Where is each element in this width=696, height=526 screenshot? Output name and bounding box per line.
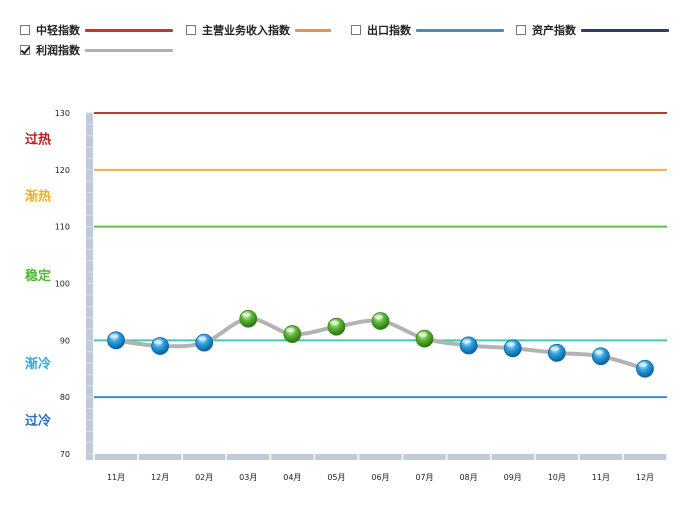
data-point-highlight xyxy=(462,339,472,344)
x-tick-label: 04月 xyxy=(283,473,301,482)
legend-swatch xyxy=(85,48,173,52)
y-tick-label: 120 xyxy=(55,166,70,175)
legend-label: 资产指数 xyxy=(532,24,576,37)
x-tick-label: 10月 xyxy=(548,473,566,482)
x-tick-label: 11月 xyxy=(107,473,125,482)
y-axis-bar xyxy=(86,113,93,460)
legend-checkbox[interactable] xyxy=(186,25,196,35)
x-axis-bar xyxy=(94,454,667,460)
x-tick-label: 03月 xyxy=(239,473,257,482)
x-tick-label: 08月 xyxy=(460,473,478,482)
x-tick-label: 06月 xyxy=(371,473,389,482)
legend-swatch xyxy=(581,28,669,32)
x-tick-label: 11月 xyxy=(592,473,610,482)
legend-item[interactable]: 出口指数 xyxy=(351,21,504,39)
series-layer xyxy=(107,309,654,378)
legend-checkbox[interactable] xyxy=(20,45,30,55)
data-point-highlight xyxy=(550,346,560,352)
data-point-highlight xyxy=(506,342,516,347)
legend-label: 出口指数 xyxy=(367,24,411,37)
legend-item[interactable]: 资产指数 xyxy=(516,21,669,39)
data-point-highlight xyxy=(153,339,163,345)
data-point-highlight xyxy=(638,362,648,367)
zone-label: 渐冷 xyxy=(25,356,51,372)
x-tick-label: 07月 xyxy=(415,473,433,482)
legend-checkbox[interactable] xyxy=(20,25,30,35)
legend-item[interactable]: 中轻指数 xyxy=(20,21,173,39)
legend-item[interactable]: 利润指数 xyxy=(20,41,173,59)
data-point-highlight xyxy=(418,332,428,337)
legend-swatch xyxy=(416,28,504,32)
y-tick-label: 90 xyxy=(60,336,70,345)
reference-lines xyxy=(94,112,667,399)
data-point-highlight xyxy=(197,336,207,341)
y-tick-label: 130 xyxy=(55,109,70,118)
x-tick-label: 09月 xyxy=(504,473,522,482)
y-tick-label: 80 xyxy=(60,393,70,402)
legend-label: 利润指数 xyxy=(36,44,80,57)
data-point-highlight xyxy=(374,314,383,320)
data-point-highlight xyxy=(109,334,119,339)
legend-checkbox[interactable] xyxy=(516,25,526,35)
y-tick-label: 110 xyxy=(55,223,70,232)
x-tick-label: 12月 xyxy=(636,473,654,482)
legend-label: 中轻指数 xyxy=(36,24,80,37)
zone-label: 过冷 xyxy=(25,413,51,429)
x-tick-label: 12月 xyxy=(151,473,169,482)
y-tick-label: 100 xyxy=(55,280,70,289)
y-tick-label: 70 xyxy=(60,450,70,459)
data-point-highlight xyxy=(285,327,295,333)
zone-label: 过热 xyxy=(25,132,51,148)
zone-label: 稳定 xyxy=(25,268,51,284)
axes: 70 80 90 100 110 120 130 11月 12月 02月 03月 04月 05月 06月 0… xyxy=(55,109,668,482)
zone-label: 渐热 xyxy=(25,188,51,204)
legend-swatch xyxy=(295,28,331,32)
legend-label: 主营业务收入指数 xyxy=(202,24,290,37)
data-point-highlight xyxy=(241,312,251,317)
data-point-highlight xyxy=(594,350,604,355)
data-point-highlight xyxy=(329,320,339,325)
x-tick-label: 02月 xyxy=(195,473,213,482)
x-tick-label: 05月 xyxy=(327,473,345,482)
legend-swatch xyxy=(85,28,173,32)
legend-item[interactable]: 主营业务收入指数 xyxy=(186,21,331,39)
legend-checkbox[interactable] xyxy=(351,25,361,35)
